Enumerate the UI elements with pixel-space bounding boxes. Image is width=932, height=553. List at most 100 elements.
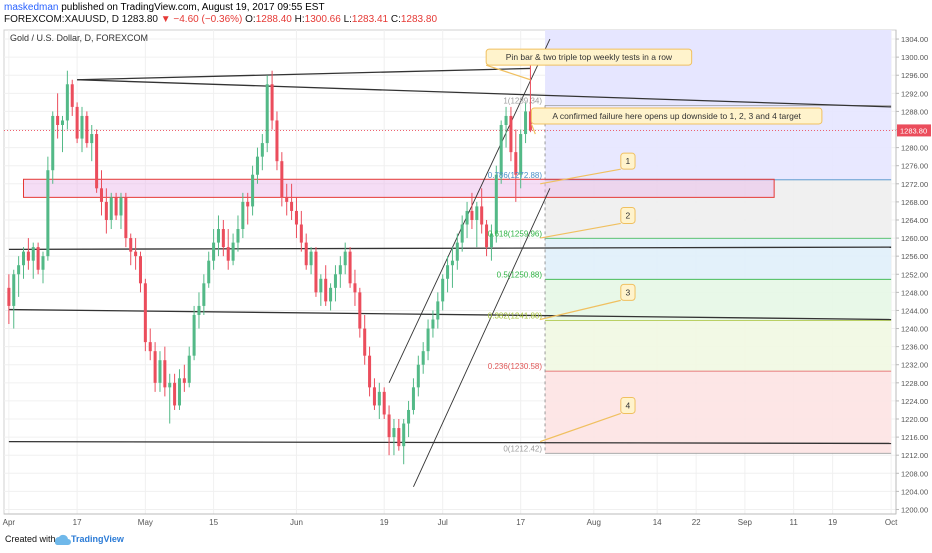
candle[interactable] (368, 355, 372, 388)
candle[interactable] (212, 242, 216, 261)
candle[interactable] (202, 283, 206, 306)
channel-line[interactable] (413, 188, 551, 488)
candle[interactable] (524, 111, 528, 135)
candle[interactable] (285, 197, 289, 202)
candle[interactable] (197, 305, 201, 315)
callout-box[interactable] (620, 283, 636, 301)
trend-line[interactable] (77, 67, 531, 81)
candle[interactable] (499, 124, 503, 175)
candle[interactable] (421, 351, 425, 365)
candle[interactable] (470, 210, 474, 220)
candle[interactable] (46, 170, 50, 257)
candle[interactable] (41, 256, 45, 270)
candle[interactable] (348, 251, 352, 284)
candle[interactable] (304, 242, 308, 266)
candle[interactable] (402, 423, 406, 447)
candle[interactable] (31, 247, 35, 261)
candle[interactable] (353, 283, 357, 293)
candle[interactable] (216, 229, 220, 243)
candle[interactable] (221, 229, 225, 248)
candle[interactable] (60, 120, 65, 125)
candle[interactable] (85, 115, 89, 144)
candle[interactable] (480, 206, 484, 225)
callout-box[interactable] (620, 206, 636, 224)
candle[interactable] (104, 201, 108, 220)
candle[interactable] (358, 292, 362, 329)
candle[interactable] (299, 224, 303, 243)
candle[interactable] (134, 251, 138, 257)
candle[interactable] (504, 115, 508, 125)
candle[interactable] (119, 197, 123, 216)
candle[interactable] (494, 174, 498, 234)
candle[interactable] (460, 224, 464, 243)
candle[interactable] (12, 274, 16, 306)
candle[interactable] (528, 111, 532, 131)
candle[interactable] (51, 115, 55, 171)
candle[interactable] (192, 314, 196, 356)
candle[interactable] (114, 197, 118, 216)
candle[interactable] (514, 152, 518, 175)
candle[interactable] (294, 210, 298, 225)
price-chart[interactable]: 1(1289.34) 0.786(1272.88) 0.618(1259.96) 0.… (0, 28, 932, 528)
candle[interactable] (158, 360, 162, 383)
candle[interactable] (17, 265, 21, 275)
candle[interactable] (207, 260, 211, 284)
candle[interactable] (338, 265, 342, 275)
candle[interactable] (319, 278, 323, 293)
support-zone[interactable] (22, 178, 775, 198)
candle[interactable] (251, 174, 255, 207)
candle[interactable] (26, 251, 30, 261)
candle[interactable] (90, 134, 94, 144)
candle[interactable] (436, 301, 440, 320)
candle[interactable] (426, 328, 430, 352)
candle[interactable] (519, 134, 523, 175)
candle[interactable] (270, 84, 274, 121)
candle[interactable] (324, 278, 328, 302)
candle[interactable] (309, 251, 313, 266)
trend-line[interactable] (8, 246, 892, 251)
candle[interactable] (36, 247, 40, 270)
candle[interactable] (109, 197, 113, 220)
candle[interactable] (372, 387, 376, 406)
candle[interactable] (382, 391, 386, 415)
trend-line[interactable] (77, 79, 892, 108)
candle[interactable] (56, 115, 60, 125)
candle[interactable] (182, 378, 186, 383)
candle[interactable] (143, 283, 147, 343)
candle[interactable] (173, 382, 177, 406)
candle[interactable] (129, 238, 133, 252)
candle[interactable] (187, 355, 191, 383)
channel-line[interactable] (388, 38, 551, 384)
candle[interactable] (465, 210, 469, 225)
candle[interactable] (99, 188, 103, 202)
candle[interactable] (377, 391, 381, 406)
candle[interactable] (407, 409, 411, 424)
candle[interactable] (411, 387, 415, 410)
candle[interactable] (416, 364, 420, 388)
author-link[interactable]: maskedman (4, 2, 59, 13)
candle[interactable] (148, 342, 152, 352)
candle[interactable] (363, 328, 367, 356)
candle[interactable] (275, 120, 279, 162)
callout-box[interactable] (485, 48, 693, 66)
candle[interactable] (65, 84, 69, 121)
candle[interactable] (7, 287, 11, 306)
candle[interactable] (446, 265, 450, 279)
candle[interactable] (80, 115, 84, 139)
candle[interactable] (485, 224, 489, 248)
candle[interactable] (124, 197, 128, 239)
candle[interactable] (475, 206, 479, 220)
candle[interactable] (509, 115, 513, 153)
candle[interactable] (265, 84, 269, 144)
candle[interactable] (290, 201, 294, 211)
candle[interactable] (397, 428, 401, 447)
candle[interactable] (314, 251, 318, 293)
candle[interactable] (431, 319, 435, 329)
candle[interactable] (231, 242, 235, 261)
candle[interactable] (138, 256, 142, 284)
candle[interactable] (450, 260, 454, 266)
candle[interactable] (329, 287, 333, 302)
candle[interactable] (260, 143, 264, 157)
candle[interactable] (70, 84, 74, 107)
candle[interactable] (489, 233, 493, 248)
